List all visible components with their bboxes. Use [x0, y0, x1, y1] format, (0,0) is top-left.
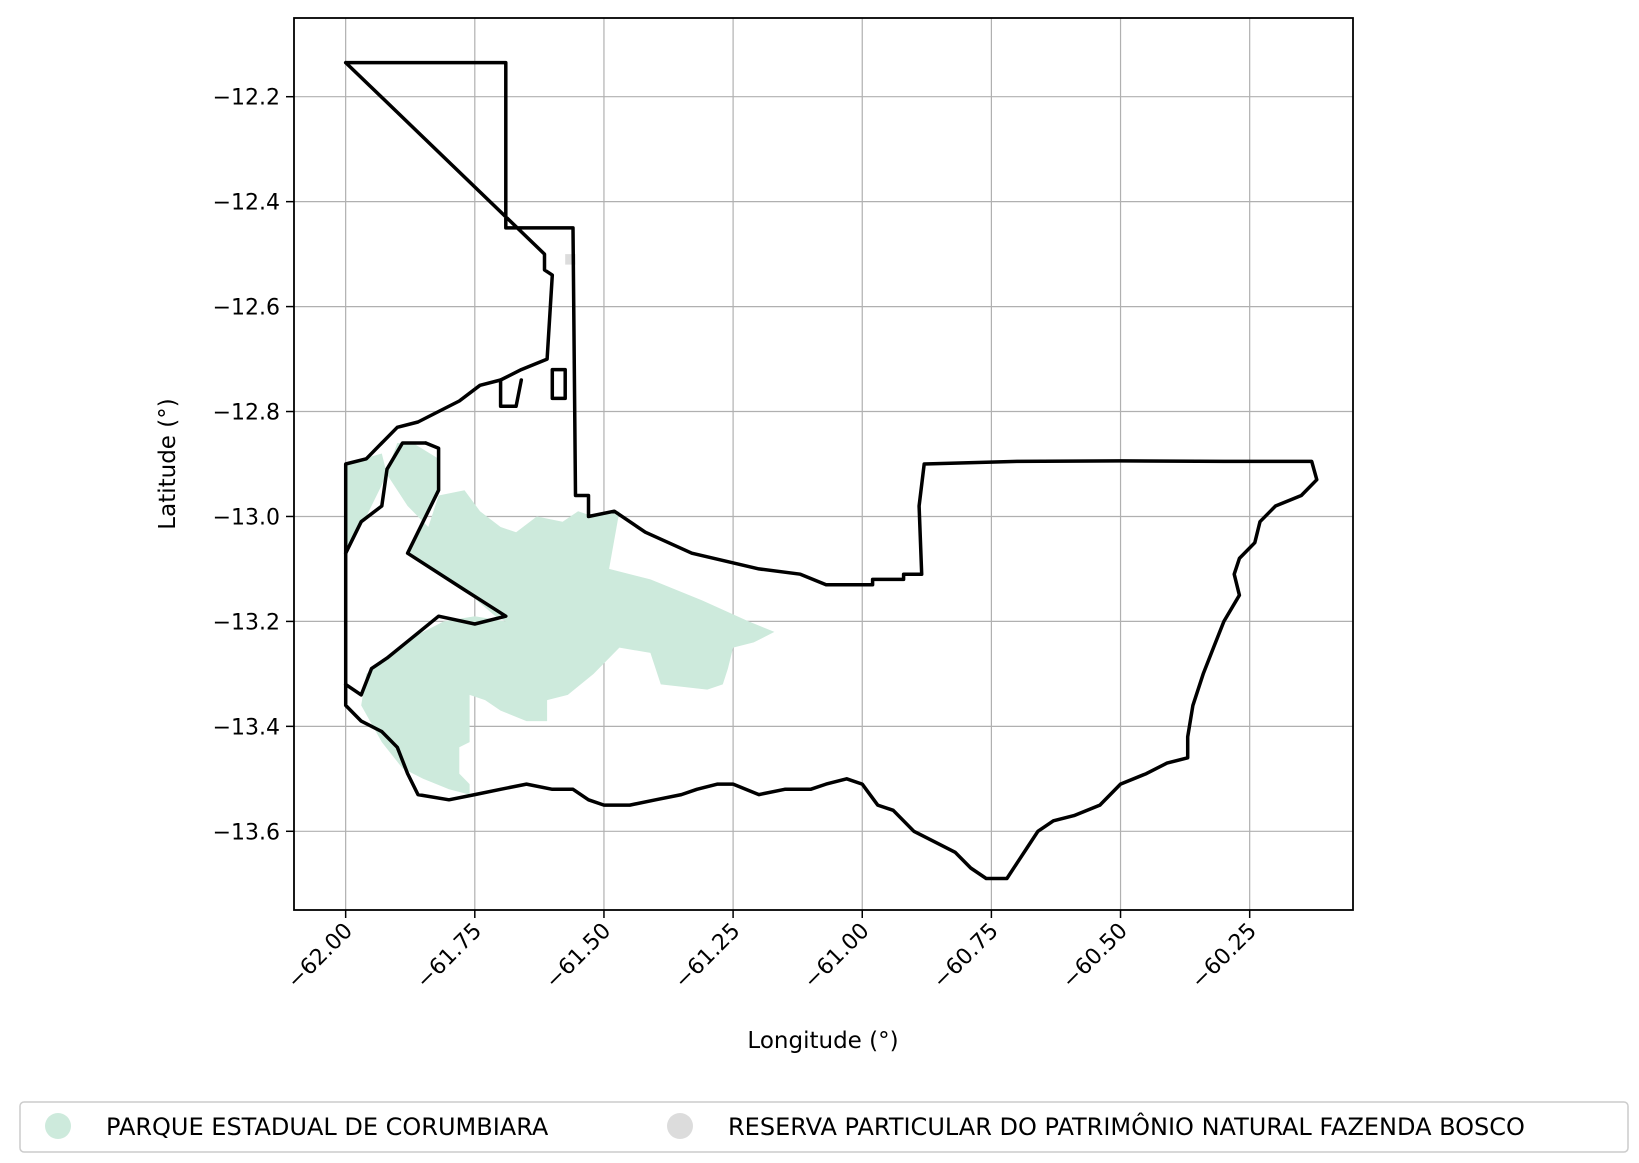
boundary-line — [343, 441, 508, 697]
grid-lines — [294, 18, 1353, 910]
boundary-line — [498, 378, 524, 409]
legend-frame — [19, 1101, 1629, 1153]
legend: PARQUE ESTADUAL DE CORUMBIARA RESERVA PA… — [19, 1101, 1629, 1153]
y-tick-label: −13.0 — [213, 505, 280, 530]
municipality-boundaries — [343, 60, 1319, 881]
y-tick-label: −12.2 — [213, 86, 280, 111]
y-tick-label: −12.6 — [213, 296, 280, 321]
y-tick-label: −12.8 — [213, 401, 280, 426]
x-axis-title: Longitude (°) — [747, 1028, 898, 1054]
legend-label-park: PARQUE ESTADUAL DE CORUMBIARA — [106, 1113, 549, 1141]
boundary-line — [343, 60, 1319, 881]
boundary-line — [343, 441, 428, 555]
park-area-polygon — [345, 443, 775, 795]
y-tick-label: −12.4 — [213, 191, 280, 216]
y-axis-title: Latitude (°) — [155, 398, 181, 529]
y-tick-label: −13.2 — [213, 610, 280, 635]
y-tick-label: −13.4 — [213, 715, 280, 740]
plot-frame — [293, 17, 1354, 911]
legend-marker-park — [45, 1113, 71, 1139]
legend-label-reserve: RESERVA PARTICULAR DO PATRIMÔNIO NATURAL… — [728, 1111, 1525, 1141]
legend-marker-reserve — [667, 1113, 693, 1139]
boundary-line — [550, 367, 567, 401]
y-tick-label: −13.6 — [213, 820, 280, 845]
